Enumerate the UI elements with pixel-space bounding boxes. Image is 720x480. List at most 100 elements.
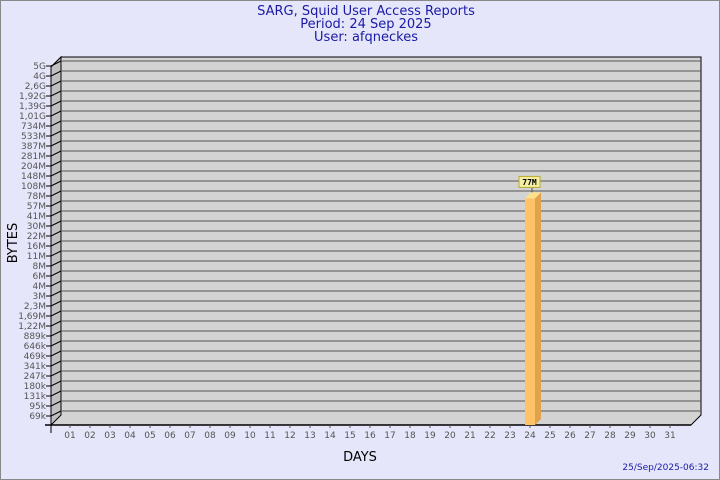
x-tick-label: 25 [544, 431, 555, 441]
y-tick-diagonal [50, 80, 62, 87]
x-axis-title: DAYS [343, 450, 377, 465]
y-tick-label: 281M [21, 152, 46, 162]
y-tick-label: 148M [21, 172, 46, 182]
y-tick-label: 95k [29, 402, 46, 412]
x-tick-label: 05 [144, 431, 155, 441]
y-tick-diagonal [50, 350, 62, 357]
y-tick-diagonal [50, 410, 62, 417]
y-tick-label: 387M [21, 142, 46, 152]
y-tick-diagonal [50, 200, 62, 207]
y-tick-diagonal [50, 330, 62, 337]
x-tick-label: 28 [604, 431, 616, 441]
x-tick-label: 11 [264, 431, 275, 441]
x-tick-label: 13 [304, 431, 315, 441]
y-tick-diagonal [50, 260, 62, 267]
y-tick-label: 533M [21, 132, 46, 142]
y-tick-diagonal [50, 240, 62, 247]
x-tick-label: 26 [564, 431, 576, 441]
x-tick-label: 21 [464, 431, 475, 441]
y-tick-label: 646k [24, 342, 47, 352]
chart-user: User: afqneckes [314, 30, 418, 45]
y-tick-label: 16M [27, 242, 46, 252]
y-tick-diagonal [50, 310, 62, 317]
y-tick-diagonal [50, 60, 62, 67]
y-tick-diagonal [50, 360, 62, 367]
x-tick-label: 08 [204, 431, 216, 441]
y-tick-diagonal [50, 390, 62, 397]
y-tick-diagonal [50, 160, 62, 167]
x-tick-label: 12 [284, 431, 295, 441]
x-tick-label: 01 [64, 431, 75, 441]
x-tick-label: 16 [364, 431, 376, 441]
y-tick-label: 247k [24, 372, 47, 382]
y-tick-diagonal [50, 130, 62, 137]
y-tick-label: 8M [33, 262, 47, 272]
y-tick-diagonal [50, 170, 62, 177]
x-tick-label: 24 [524, 431, 536, 441]
y-tick-label: 469k [24, 352, 47, 362]
y-tick-label: 57M [27, 202, 46, 212]
y-tick-diagonal [50, 400, 62, 407]
chart-period: Period: 24 Sep 2025 [300, 17, 432, 32]
bar-top [525, 192, 541, 199]
y-tick-diagonal [50, 120, 62, 127]
x-tick-label: 04 [124, 431, 136, 441]
y-tick-label: 2,6G [25, 82, 46, 92]
y-tick-diagonal [50, 110, 62, 117]
x-tick-label: 03 [104, 431, 115, 441]
y-tick-label: 1,92G [19, 92, 46, 102]
y-tick-label: 889k [24, 332, 47, 342]
chart-title: SARG, Squid User Access Reports [257, 4, 475, 19]
y-axis-title: BYTES [6, 223, 21, 264]
x-tick-label: 29 [624, 431, 636, 441]
x-tick-label: 30 [644, 431, 656, 441]
y-tick-diagonal [50, 290, 62, 297]
x-tick-label: 19 [424, 431, 436, 441]
y-tick-label: 69k [29, 412, 46, 422]
y-tick-diagonal [50, 370, 62, 377]
y-tick-label: 5G [33, 62, 46, 72]
x-tick-label: 22 [484, 431, 495, 441]
y-tick-label: 108M [21, 182, 46, 192]
y-tick-label: 22M [27, 232, 46, 242]
bar-front [525, 198, 535, 425]
x-tick-label: 18 [404, 431, 416, 441]
y-tick-label: 41M [27, 212, 46, 222]
x-tick-label: 14 [324, 431, 336, 441]
y-tick-label: 3M [33, 292, 47, 302]
y-tick-label: 11M [27, 252, 46, 262]
y-tick-diagonal [50, 230, 62, 237]
y-tick-label: 4G [33, 72, 46, 82]
y-tick-diagonal [50, 70, 62, 77]
x-tick-label: 06 [164, 431, 176, 441]
bar-side [535, 192, 541, 425]
y-tick-diagonal [50, 210, 62, 217]
x-tick-label: 27 [584, 431, 595, 441]
x-tick-label: 10 [244, 431, 256, 441]
y-tick-diagonal [50, 220, 62, 227]
x-tick-label: 17 [384, 431, 395, 441]
y-tick-label: 204M [21, 162, 46, 172]
y-tick-label: 78M [27, 192, 46, 202]
y-tick-label: 1,01G [19, 112, 46, 122]
y-tick-label: 1,69M [18, 312, 46, 322]
y-tick-label: 180k [24, 382, 47, 392]
y-tick-label: 1,39G [19, 102, 46, 112]
x-tick-label: 02 [84, 431, 95, 441]
y-tick-label: 734M [21, 122, 46, 132]
y-tick-label: 341k [24, 362, 47, 372]
x-tick-label: 15 [344, 431, 355, 441]
y-tick-diagonal [50, 180, 62, 187]
y-tick-diagonal [50, 340, 62, 347]
y-tick-label: 131k [24, 392, 47, 402]
y-tick-diagonal [50, 300, 62, 307]
x-tick-label: 09 [224, 431, 236, 441]
y-tick-diagonal [50, 90, 62, 97]
x-tick-label: 07 [184, 431, 195, 441]
y-tick-label: 4M [33, 282, 47, 292]
y-tick-label: 2,3M [24, 302, 46, 312]
x-tick-label: 20 [444, 431, 456, 441]
y-tick-label: 6M [33, 272, 47, 282]
